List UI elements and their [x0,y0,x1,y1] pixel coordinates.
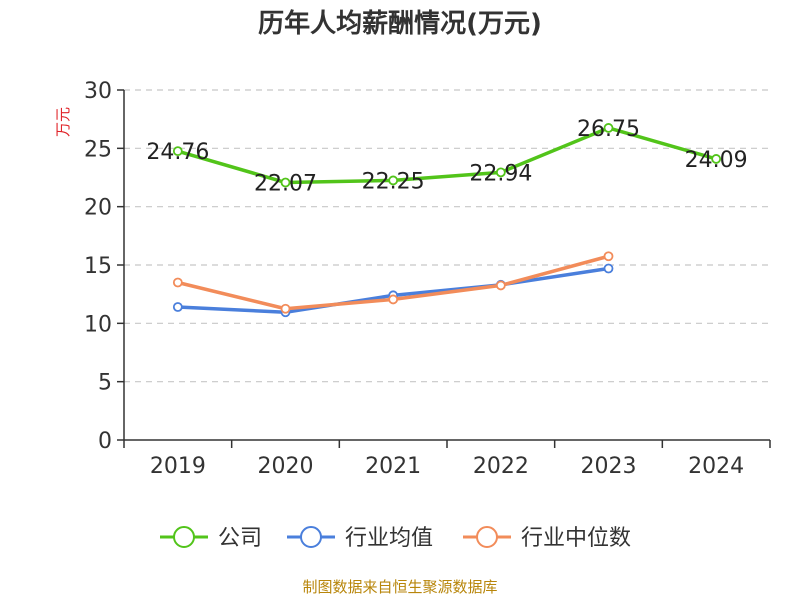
grid-lines [124,89,770,383]
y-tick-label: 10 [84,312,112,337]
legend[interactable]: 公司 行业均值 行业中位数 [160,526,631,551]
legend-marker-1 [300,526,322,548]
y-tick-label: 0 [98,429,112,454]
series-lines [172,123,722,318]
axes: 0 5 10 15 20 25 30 2019 2020 2021 2022 2023 2024 [84,79,771,479]
data-point [280,303,291,314]
data-label: 22.07 [254,172,317,197]
data-labels: 24.76 22.07 22.25 22.94 26.75 24.09 [146,117,747,197]
data-point [172,277,183,288]
y-tick-label: 15 [84,254,112,279]
source-note: 制图数据来自恒生聚源数据库 [302,578,497,596]
x-tick-label: 2021 [365,454,421,479]
legend-item-0: 公司 [218,526,262,551]
data-point [388,294,399,305]
data-point [603,263,614,274]
data-point [172,146,183,157]
x-tick-label: 2022 [473,454,529,479]
y-tick-label: 20 [84,196,112,221]
data-label: 24.09 [685,148,748,173]
data-point [603,123,614,133]
data-label: 26.75 [577,117,640,142]
legend-item-1: 行业均值 [345,526,433,551]
data-label: 22.25 [362,169,425,194]
data-point [172,302,183,312]
y-axis-label: 万元 [54,107,72,137]
x-tick-label: 2023 [581,454,637,479]
data-point [495,280,506,291]
x-tick-label: 2020 [258,454,314,479]
data-point [495,167,506,178]
y-tick-label: 5 [98,371,112,396]
data-point [603,251,614,262]
data-label: 24.76 [146,140,209,165]
data-label: 22.94 [469,161,532,186]
x-tick-label: 2024 [688,454,744,479]
legend-item-2: 行业中位数 [521,526,631,551]
legend-marker-2 [476,526,498,548]
x-tick-label: 2019 [150,454,206,479]
data-point [711,154,722,164]
data-point [388,175,399,186]
data-point [280,177,291,188]
chart-title: 历年人均薪酬情况(万元) [258,8,542,39]
series-line-0 [177,126,717,185]
legend-marker-0 [173,526,195,548]
y-tick-label: 30 [84,79,112,104]
y-tick-label: 25 [84,137,112,162]
